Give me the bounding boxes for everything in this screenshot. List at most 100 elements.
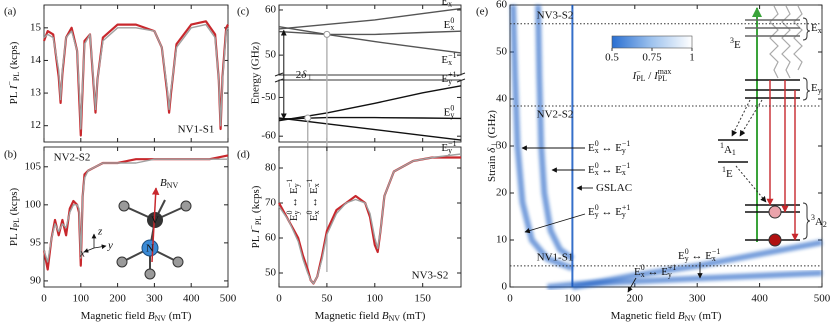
x-tick-label: 200 bbox=[109, 293, 126, 305]
text-part: x bbox=[595, 146, 599, 155]
text-part: 2 bbox=[823, 220, 827, 229]
panel-label: (d) bbox=[237, 149, 250, 161]
text-part: y bbox=[668, 270, 672, 279]
text-part: E bbox=[811, 82, 818, 94]
text-part: x bbox=[712, 254, 716, 263]
text-part: ↔ bbox=[689, 250, 706, 262]
text-part: 3 bbox=[811, 213, 815, 222]
data-line bbox=[278, 153, 462, 285]
splitting-label: 2δ⊥ bbox=[296, 69, 314, 82]
x-tick-label: 0 bbox=[507, 293, 513, 305]
text-part: (mT) bbox=[166, 310, 192, 322]
text-part: I bbox=[653, 70, 659, 82]
text-part: E bbox=[444, 19, 451, 31]
atom-label: N bbox=[146, 243, 154, 255]
text-part: (mT) bbox=[400, 310, 426, 322]
transition-label: GSLAC bbox=[596, 182, 632, 194]
text-part: B bbox=[148, 310, 155, 322]
transition-label: E0 x ↔ E−1 y bbox=[588, 139, 630, 155]
text-part: E bbox=[588, 142, 595, 154]
text-part: +1 bbox=[448, 0, 456, 1]
text-part: 2 bbox=[296, 69, 302, 81]
text-part: y bbox=[818, 86, 822, 95]
text-part: (GHz) bbox=[486, 110, 498, 141]
nv-inset bbox=[83, 187, 192, 280]
text-part: y bbox=[622, 210, 626, 219]
text-part: / bbox=[646, 70, 655, 82]
colorbar-tick-label: 1 bbox=[689, 52, 695, 64]
y-tick-label: 50 bbox=[265, 267, 277, 279]
x-axis-label: Magnetic field BNV (mT) bbox=[81, 310, 192, 323]
text-part: − bbox=[636, 67, 641, 76]
text-part: A bbox=[724, 144, 732, 156]
y-axis-label: PL I−PL (kcps) bbox=[247, 185, 263, 248]
text-part: ↔ bbox=[599, 206, 616, 218]
text-part: y bbox=[595, 210, 599, 219]
text-part: ↔ bbox=[599, 164, 616, 176]
text-part: I bbox=[8, 226, 20, 232]
plot-frame bbox=[43, 4, 229, 143]
x-tick-label: 500 bbox=[220, 293, 237, 305]
text-part: 0 bbox=[305, 210, 314, 214]
text-part: E bbox=[441, 53, 448, 65]
x-tick-label: 100 bbox=[564, 293, 581, 305]
level-label: E+1x bbox=[441, 0, 456, 8]
x-tick-label: 400 bbox=[183, 293, 200, 305]
level-label: E−1 y bbox=[441, 139, 456, 155]
y-tick-label: 40 bbox=[496, 93, 508, 105]
level-label: E0 x bbox=[444, 16, 455, 32]
text-part: x bbox=[312, 183, 321, 187]
y-tick-label: 14 bbox=[30, 54, 42, 66]
field-label: BNV bbox=[160, 177, 178, 190]
text-part: E bbox=[615, 164, 622, 176]
annotation-arrow bbox=[524, 213, 586, 234]
text-part: 1 bbox=[732, 148, 736, 157]
text-part: x bbox=[622, 168, 626, 177]
text-part: 0 bbox=[595, 203, 599, 212]
plot-frame bbox=[43, 146, 229, 288]
y-axis-label: Strain δ⊥ (GHz) bbox=[486, 110, 499, 182]
x-axis-label: Magnetic field BNV (mT) bbox=[611, 310, 722, 323]
y-tick-label: 15 bbox=[30, 21, 42, 33]
sample-label: NV1-S1 bbox=[537, 251, 574, 263]
text-part: PL bbox=[12, 218, 21, 227]
text-part: (mT) bbox=[696, 310, 722, 322]
y-tick-label: 60 bbox=[265, 232, 277, 244]
panel-label: (b) bbox=[4, 149, 17, 161]
text-part: +1 bbox=[622, 203, 630, 212]
transition-label: E0y ↔ E−1y bbox=[285, 179, 301, 221]
axis-break bbox=[456, 72, 466, 83]
text-part: PL bbox=[8, 231, 20, 246]
state-label: 1A1 bbox=[720, 141, 736, 157]
text-part: − bbox=[5, 81, 14, 86]
text-part: E bbox=[678, 250, 685, 262]
level-label: E0 y bbox=[444, 103, 455, 119]
level-line bbox=[278, 7, 462, 30]
x-tick-label: 100 bbox=[73, 293, 90, 305]
axis-letter: x bbox=[79, 248, 85, 260]
text-part: E bbox=[441, 0, 448, 7]
y-axis-label: Energy (GHz) bbox=[250, 41, 262, 104]
text-part: PL bbox=[250, 233, 262, 248]
text-part: −1 bbox=[448, 51, 456, 60]
colorbar-label: I− PL / Imax PL bbox=[632, 67, 672, 83]
transition-label: E0x ↔ E−1x bbox=[305, 179, 321, 221]
level-line bbox=[278, 85, 462, 122]
y-tick-label: -60 bbox=[261, 130, 276, 142]
text-part: +1 bbox=[448, 70, 456, 79]
text-part: x bbox=[818, 26, 822, 35]
text-part: ↔ bbox=[288, 194, 300, 211]
text-part: −1 bbox=[622, 139, 630, 148]
y-tick-label: 60 bbox=[265, 3, 277, 15]
text-part: PL bbox=[636, 74, 645, 83]
text-part: ↔ bbox=[599, 142, 616, 154]
text-part: 3 bbox=[730, 36, 734, 45]
text-part: − bbox=[247, 225, 256, 230]
text-part: y bbox=[292, 210, 301, 214]
text-part: y bbox=[450, 110, 454, 119]
x-tick-label: 500 bbox=[814, 293, 830, 305]
text-part: +1 bbox=[668, 263, 676, 272]
text-part: E bbox=[811, 22, 818, 34]
x-tick-label: 0 bbox=[276, 293, 282, 305]
text-part: I bbox=[632, 70, 638, 82]
